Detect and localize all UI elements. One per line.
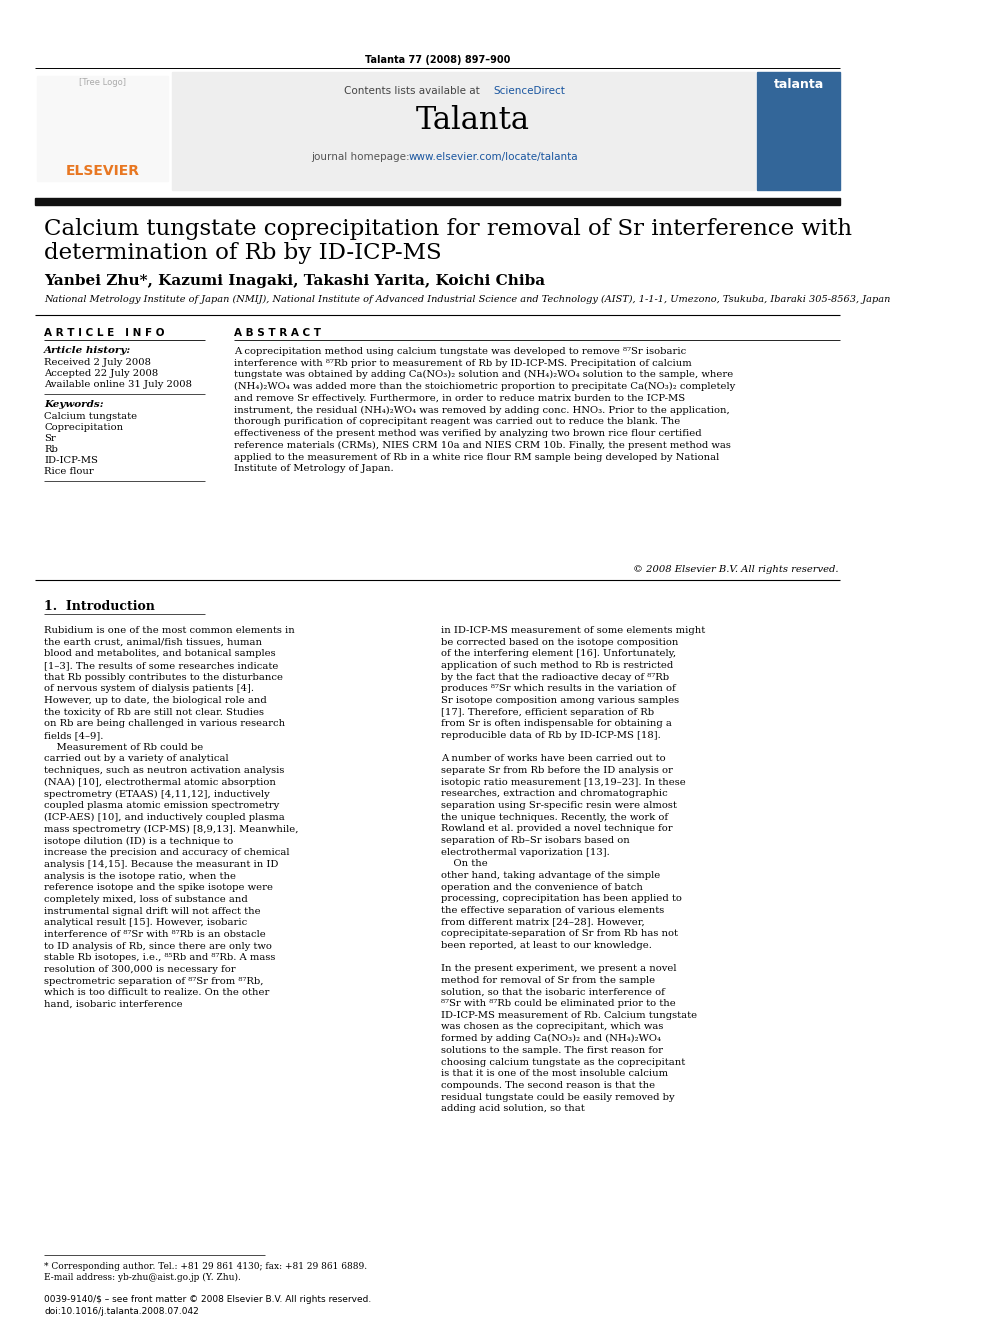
Text: Sr: Sr	[44, 434, 56, 443]
Text: ID-ICP-MS: ID-ICP-MS	[44, 456, 98, 464]
Text: Article history:: Article history:	[44, 347, 131, 355]
Text: E-mail address: yb-zhu@aist.go.jp (Y. Zhu).: E-mail address: yb-zhu@aist.go.jp (Y. Zh…	[44, 1273, 241, 1282]
Text: Available online 31 July 2008: Available online 31 July 2008	[44, 380, 192, 389]
Text: 0039-9140/$ – see front matter © 2008 Elsevier B.V. All rights reserved.: 0039-9140/$ – see front matter © 2008 El…	[44, 1295, 371, 1304]
Text: A B S T R A C T: A B S T R A C T	[234, 328, 321, 337]
Bar	[36, 198, 840, 205]
Text: Coprecipitation: Coprecipitation	[44, 423, 123, 433]
Text: Contents lists available at: Contents lists available at	[344, 86, 483, 97]
Text: ScienceDirect: ScienceDirect	[493, 86, 565, 97]
Text: Received 2 July 2008: Received 2 July 2008	[44, 359, 151, 366]
Text: in ID-ICP-MS measurement of some elements might
be corrected based on the isotop: in ID-ICP-MS measurement of some element…	[441, 626, 705, 1113]
Text: Talanta 77 (2008) 897–900: Talanta 77 (2008) 897–900	[365, 56, 511, 65]
Text: journal homepage:: journal homepage:	[310, 152, 413, 161]
Bar	[757, 71, 840, 191]
Text: * Corresponding author. Tel.: +81 29 861 4130; fax: +81 29 861 6889.: * Corresponding author. Tel.: +81 29 861…	[44, 1262, 367, 1271]
Text: Rb: Rb	[44, 445, 58, 454]
Text: Accepted 22 July 2008: Accepted 22 July 2008	[44, 369, 159, 378]
Text: 1.  Introduction: 1. Introduction	[44, 601, 155, 613]
Text: determination of Rb by ID-ICP-MS: determination of Rb by ID-ICP-MS	[44, 242, 441, 265]
Text: National Metrology Institute of Japan (NMIJ), National Institute of Advanced Ind: National Metrology Institute of Japan (N…	[44, 295, 891, 304]
Text: [Tree Logo]: [Tree Logo]	[79, 78, 126, 87]
Bar	[37, 75, 168, 181]
Text: talanta: talanta	[774, 78, 824, 91]
Text: www.elsevier.com/locate/talanta: www.elsevier.com/locate/talanta	[409, 152, 578, 161]
Text: ELSEVIER: ELSEVIER	[65, 164, 140, 179]
Text: Calcium tungstate coprecipitation for removal of Sr interference with: Calcium tungstate coprecipitation for re…	[44, 218, 852, 239]
Text: © 2008 Elsevier B.V. All rights reserved.: © 2008 Elsevier B.V. All rights reserved…	[633, 565, 838, 574]
Bar	[173, 71, 755, 191]
Text: A coprecipitation method using calcium tungstate was developed to remove ⁸⁷Sr is: A coprecipitation method using calcium t…	[234, 347, 735, 474]
Text: doi:10.1016/j.talanta.2008.07.042: doi:10.1016/j.talanta.2008.07.042	[44, 1307, 198, 1316]
Text: Calcium tungstate: Calcium tungstate	[44, 411, 137, 421]
Text: Rubidium is one of the most common elements in
the earth crust, animal/fish tiss: Rubidium is one of the most common eleme…	[44, 626, 299, 1009]
Text: Yanbei Zhu*, Kazumi Inagaki, Takashi Yarita, Koichi Chiba: Yanbei Zhu*, Kazumi Inagaki, Takashi Yar…	[44, 274, 546, 288]
Text: Talanta: Talanta	[416, 105, 530, 136]
Text: Rice flour: Rice flour	[44, 467, 94, 476]
Text: Keywords:: Keywords:	[44, 400, 104, 409]
Text: A R T I C L E   I N F O: A R T I C L E I N F O	[44, 328, 165, 337]
